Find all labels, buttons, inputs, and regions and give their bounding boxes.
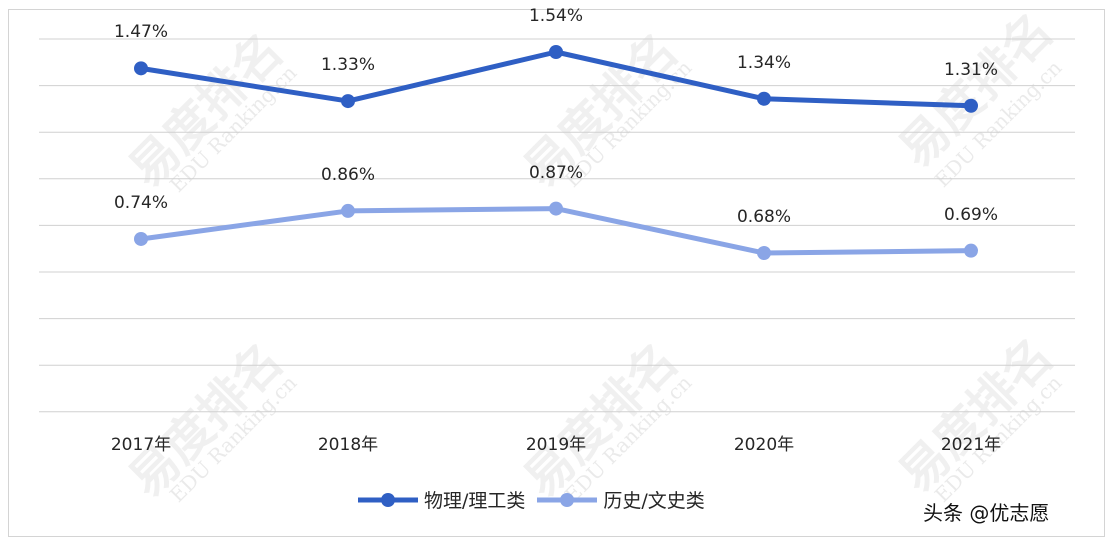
data-point-marker[interactable]	[341, 94, 355, 109]
legend-label: 物理/理工类	[424, 490, 526, 512]
x-tick-label: 2021年	[940, 435, 1002, 455]
data-label: 1.34%	[736, 52, 792, 73]
data-point-marker[interactable]	[757, 91, 771, 106]
data-point-marker[interactable]	[134, 61, 148, 76]
data-point-marker[interactable]	[549, 201, 563, 216]
data-point-marker[interactable]	[134, 231, 148, 246]
gridlines	[39, 38, 1075, 413]
legend-marker-line-icon	[537, 492, 598, 507]
data-label: 0.86%	[320, 164, 376, 185]
data-point-marker[interactable]	[757, 246, 771, 260]
x-tick-label: 2020年	[733, 435, 795, 455]
legend-item-history[interactable]: 历史/文史类	[535, 486, 705, 513]
data-label: 1.33%	[320, 55, 376, 76]
series-lines	[134, 45, 978, 260]
source-credit: 头条 @优志愿	[923, 501, 1050, 525]
series-line	[140, 49, 972, 109]
data-point-marker[interactable]	[964, 98, 978, 113]
legend-marker-line-icon	[358, 492, 418, 507]
chart-frame	[8, 9, 1105, 537]
x-tick-label: 2018年	[317, 435, 379, 455]
data-label: 0.87%	[528, 162, 584, 183]
data-point-marker[interactable]	[964, 243, 978, 258]
data-label: 0.69%	[943, 204, 999, 225]
data-label: 1.47%	[113, 22, 169, 43]
data-label: 0.74%	[113, 192, 169, 213]
data-point-marker[interactable]	[549, 45, 563, 59]
chart-legend: 物理/理工类 历史/文史类	[356, 486, 715, 513]
legend-label: 历史/文史类	[603, 490, 705, 512]
data-label: 0.68%	[736, 207, 792, 227]
x-tick-label: 2019年	[525, 435, 587, 455]
data-point-marker[interactable]	[341, 203, 355, 218]
x-tick-label: 2017年	[110, 435, 172, 455]
legend-item-physics[interactable]: 物理/理工类	[356, 486, 525, 513]
data-label: 1.54%	[528, 6, 584, 26]
data-label: 1.31%	[943, 59, 999, 80]
